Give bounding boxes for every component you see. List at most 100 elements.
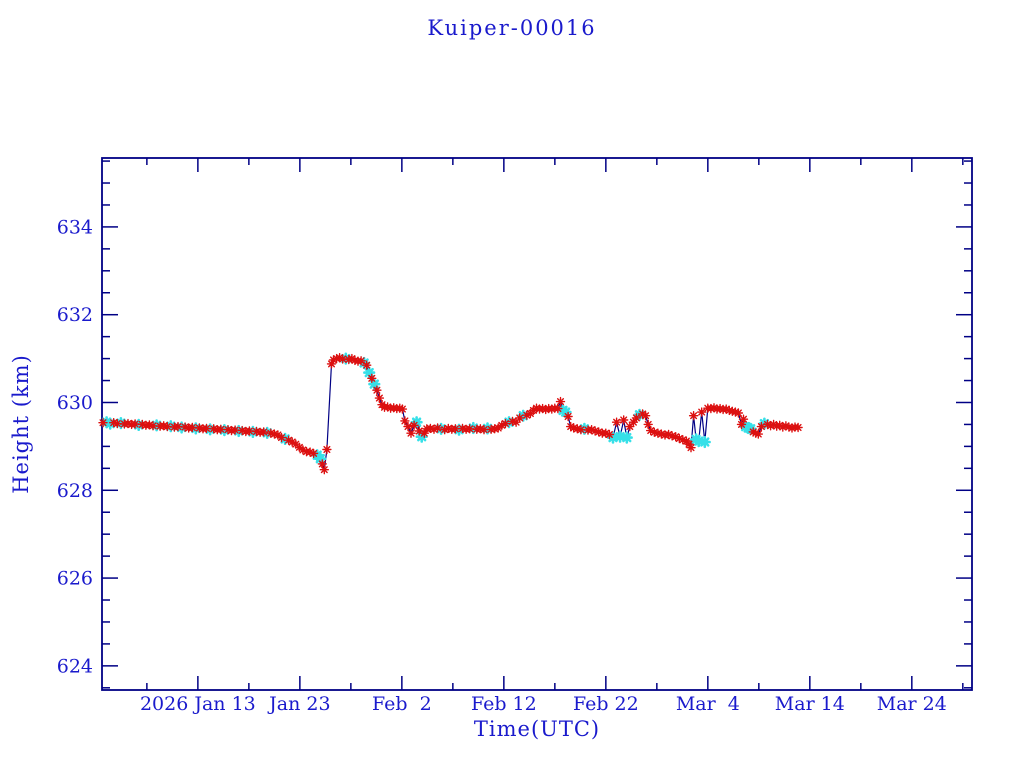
red-asterisk-marker bbox=[727, 406, 737, 416]
red-asterisk-marker bbox=[356, 356, 366, 366]
cyan-marker bbox=[698, 435, 711, 449]
red-asterisk-marker bbox=[230, 425, 240, 435]
red-asterisk-marker bbox=[216, 424, 226, 434]
red-asterisk-marker bbox=[684, 439, 694, 449]
red-asterisk-marker bbox=[389, 403, 399, 413]
x-tick-label: Feb 2 bbox=[372, 693, 432, 715]
red-asterisk-marker bbox=[721, 404, 731, 414]
red-asterisk-marker bbox=[443, 423, 453, 434]
red-asterisk-marker bbox=[778, 422, 788, 432]
red-asterisk-marker bbox=[730, 407, 741, 417]
red-asterisk-marker bbox=[414, 426, 424, 436]
red-asterisk-marker bbox=[367, 373, 377, 383]
red-asterisk-marker bbox=[576, 425, 586, 435]
red-asterisk-marker bbox=[762, 419, 773, 430]
y-tick-label: 632 bbox=[57, 304, 93, 326]
red-asterisk-marker bbox=[109, 418, 119, 428]
red-asterisk-marker bbox=[162, 421, 172, 432]
x-tick-label: 2026 Jan 13 bbox=[140, 693, 256, 715]
red-asterisk-marker bbox=[646, 425, 656, 436]
red-asterisk-marker bbox=[709, 403, 719, 413]
red-asterisk-marker bbox=[688, 411, 699, 421]
red-asterisk-marker bbox=[251, 426, 262, 437]
red-asterisk-marker bbox=[159, 421, 169, 431]
red-asterisk-marker bbox=[566, 421, 576, 432]
red-asterisk-marker bbox=[555, 396, 566, 407]
red-asterisk-marker bbox=[497, 420, 507, 430]
red-asterisk-marker bbox=[522, 410, 532, 420]
red-asterisk-marker bbox=[637, 409, 648, 419]
x-axis-title: Time(UTC) bbox=[473, 717, 601, 741]
red-asterisk-marker bbox=[266, 428, 276, 438]
red-asterisk-marker bbox=[244, 426, 255, 436]
red-asterisk-marker bbox=[201, 423, 212, 434]
red-asterisk-marker bbox=[594, 427, 604, 437]
red-asterisk-marker bbox=[305, 447, 315, 457]
red-asterisk-marker bbox=[326, 359, 337, 369]
red-asterisk-marker bbox=[400, 416, 410, 426]
red-asterisk-marker bbox=[347, 353, 357, 364]
red-asterisk-marker bbox=[706, 403, 716, 414]
cyan-marker bbox=[415, 430, 428, 443]
red-asterisk-marker bbox=[294, 442, 305, 452]
red-asterisk-marker bbox=[640, 411, 651, 421]
cyan-marker bbox=[452, 423, 466, 436]
red-asterisk-marker bbox=[547, 404, 557, 414]
red-asterisk-marker bbox=[686, 443, 696, 453]
red-asterisk-marker bbox=[419, 428, 429, 438]
red-asterisk-marker bbox=[768, 419, 779, 430]
red-asterisk-marker bbox=[173, 421, 183, 432]
red-asterisk-marker bbox=[663, 429, 674, 440]
red-asterisk-marker bbox=[697, 407, 707, 417]
red-asterisk-marker bbox=[406, 428, 416, 438]
y-tick-label: 634 bbox=[57, 216, 93, 238]
red-asterisk-marker bbox=[237, 425, 247, 436]
red-asterisk-marker bbox=[586, 425, 597, 435]
red-asterisk-marker bbox=[643, 419, 653, 430]
red-asterisk-marker bbox=[511, 417, 521, 427]
cyan-marker bbox=[614, 430, 627, 443]
red-asterisk-marker bbox=[572, 424, 582, 434]
red-asterisk-marker bbox=[775, 420, 785, 430]
red-asterisk-marker bbox=[382, 402, 393, 412]
red-asterisk-marker bbox=[678, 435, 688, 445]
red-asterisk-marker bbox=[787, 423, 797, 433]
red-asterisk-marker bbox=[531, 403, 542, 413]
red-asterisk-marker bbox=[319, 465, 329, 475]
red-asterisk-marker bbox=[715, 403, 725, 414]
red-asterisk-marker bbox=[137, 419, 147, 430]
y-tick-label: 626 bbox=[57, 568, 93, 590]
cyan-marker bbox=[502, 416, 516, 429]
red-asterisk-marker bbox=[479, 425, 489, 435]
red-asterisk-marker bbox=[649, 427, 659, 437]
red-asterisk-marker bbox=[112, 418, 122, 429]
red-asterisk-marker bbox=[98, 418, 108, 428]
red-asterisk-marker bbox=[331, 353, 342, 364]
red-asterisk-marker bbox=[287, 437, 297, 447]
plot-frame bbox=[101, 157, 973, 691]
red-asterisk-marker bbox=[450, 424, 461, 434]
red-asterisk-marker bbox=[223, 425, 233, 435]
red-asterisk-marker bbox=[180, 422, 190, 432]
red-asterisk-marker bbox=[628, 417, 639, 427]
red-asterisk-marker bbox=[601, 428, 611, 438]
y-tick-label: 624 bbox=[57, 655, 93, 677]
red-asterisk-marker bbox=[500, 418, 511, 429]
red-asterisk-marker bbox=[736, 419, 747, 430]
y-tick-label: 628 bbox=[57, 480, 93, 502]
cyan-marker bbox=[578, 422, 591, 435]
red-asterisk-marker bbox=[733, 408, 744, 418]
red-asterisk-marker bbox=[273, 430, 283, 440]
red-asterisk-marker bbox=[793, 422, 803, 433]
red-asterisk-marker bbox=[765, 421, 776, 431]
red-asterisk-marker bbox=[751, 428, 761, 438]
x-tick-label: Mar 14 bbox=[775, 693, 845, 715]
y-tick-label: 630 bbox=[57, 392, 93, 414]
red-asterisk-marker bbox=[653, 428, 663, 438]
red-asterisk-marker bbox=[781, 421, 791, 431]
cyan-marker bbox=[104, 417, 117, 430]
red-asterisk-marker bbox=[409, 420, 419, 430]
red-asterisk-marker bbox=[541, 404, 551, 415]
cyan-marker bbox=[467, 421, 480, 435]
